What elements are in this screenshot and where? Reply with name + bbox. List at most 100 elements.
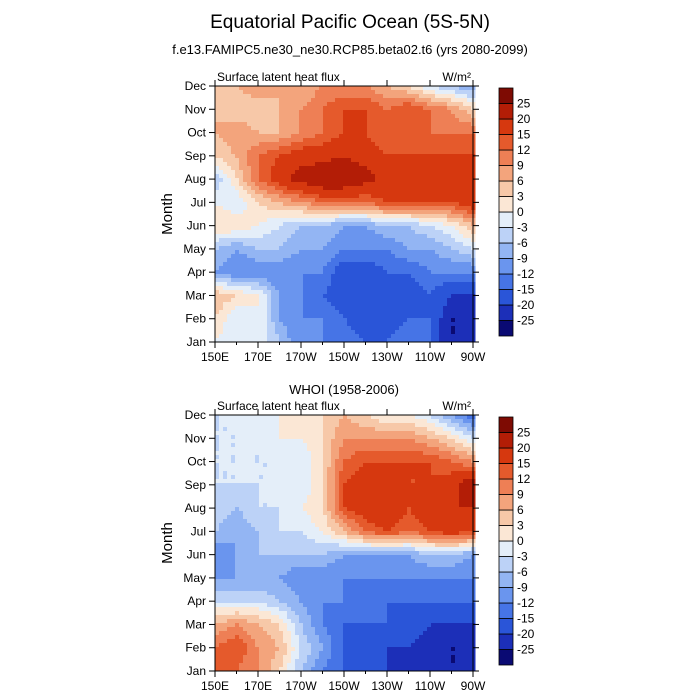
contour-cell: [447, 250, 452, 255]
contour-cell: [351, 226, 356, 231]
contour-cell: [383, 443, 388, 448]
contour-cell: [335, 182, 340, 187]
contour-cell: [275, 242, 280, 247]
contour-cell: [351, 158, 356, 163]
contour-cell: [315, 338, 320, 343]
contour-cell: [335, 202, 340, 207]
contour-cell: [287, 162, 292, 167]
contour-cell: [231, 158, 236, 163]
contour-cell: [463, 250, 468, 255]
contour-cell: [443, 302, 448, 307]
contour-cell: [215, 270, 220, 275]
contour-cell: [463, 106, 468, 111]
contour-cell: [271, 122, 276, 127]
contour-cell: [407, 206, 412, 211]
contour-cell: [323, 326, 328, 331]
contour-cell: [395, 146, 400, 151]
contour-cell: [331, 242, 336, 247]
contour-cell: [271, 318, 276, 323]
contour-cell: [327, 138, 332, 143]
contour-cell: [419, 166, 424, 171]
contour-cell: [295, 419, 300, 424]
contour-cell: [275, 447, 280, 452]
contour-cell: [427, 298, 432, 303]
contour-cell: [247, 278, 252, 283]
contour-cell: [235, 194, 240, 199]
contour-cell: [295, 146, 300, 151]
contour-cell: [291, 218, 296, 223]
contour-cell: [451, 330, 456, 335]
contour-cell: [447, 102, 452, 107]
contour-cell: [375, 250, 380, 255]
contour-cell: [219, 194, 224, 199]
contour-cell: [351, 146, 356, 151]
contour-cell: [403, 290, 408, 295]
contour-cell: [387, 238, 392, 243]
contour-cell: [251, 110, 256, 115]
contour-cell: [447, 198, 452, 203]
contour-cell: [411, 246, 416, 251]
contour-cell: [295, 118, 300, 123]
contour-cell: [283, 150, 288, 155]
contour-cell: [435, 234, 440, 239]
contour-cell: [423, 282, 428, 287]
contour-cell: [267, 238, 272, 243]
contour-cell: [279, 154, 284, 159]
contour-cell: [267, 431, 272, 436]
contour-cell: [215, 431, 220, 436]
contour-cell: [251, 254, 256, 259]
contour-cell: [351, 162, 356, 167]
contour-cell: [307, 122, 312, 127]
contour-cell: [451, 286, 456, 291]
contour-cell: [275, 435, 280, 440]
contour-cell: [231, 415, 236, 420]
contour-cell: [463, 423, 468, 428]
contour-cell: [263, 90, 268, 95]
contour-cell: [415, 170, 420, 175]
contour-cell: [371, 447, 376, 452]
contour-cell: [287, 134, 292, 139]
contour-cell: [439, 162, 444, 167]
contour-cell: [319, 238, 324, 243]
contour-cell: [387, 302, 392, 307]
contour-cell: [311, 206, 316, 211]
y-tick-label: Jul: [191, 195, 206, 209]
contour-cell: [415, 258, 420, 263]
contour-cell: [395, 150, 400, 155]
contour-cell: [391, 234, 396, 239]
contour-cell: [331, 86, 336, 91]
contour-cell: [443, 431, 448, 436]
contour-cell: [383, 286, 388, 291]
contour-cell: [275, 322, 280, 327]
colorbar-box: [498, 165, 514, 182]
contour-cell: [263, 102, 268, 107]
contour-cell: [427, 222, 432, 227]
contour-cell: [275, 270, 280, 275]
contour-cell: [267, 134, 272, 139]
contour-cell: [299, 250, 304, 255]
contour-cell: [375, 286, 380, 291]
contour-cell: [451, 262, 456, 267]
contour-cell: [287, 266, 292, 271]
contour-cell: [447, 254, 452, 259]
contour-cell: [427, 198, 432, 203]
contour-cell: [403, 427, 408, 432]
contour-cell: [331, 158, 336, 163]
contour-cell: [455, 435, 460, 440]
contour-cell: [375, 190, 380, 195]
contour-cell: [327, 455, 332, 460]
contour-cell: [371, 158, 376, 163]
contour-cell: [223, 419, 228, 424]
contour-cell: [315, 302, 320, 307]
contour-cell: [243, 226, 248, 231]
contour-cell: [283, 158, 288, 163]
contour-cell: [323, 146, 328, 151]
contour-cell: [303, 130, 308, 135]
contour-cell: [407, 443, 412, 448]
contour-cell: [399, 427, 404, 432]
contour-cell: [327, 262, 332, 267]
contour-cell: [287, 302, 292, 307]
contour-cell: [303, 158, 308, 163]
contour-cell: [223, 190, 228, 195]
contour-cell: [395, 94, 400, 99]
